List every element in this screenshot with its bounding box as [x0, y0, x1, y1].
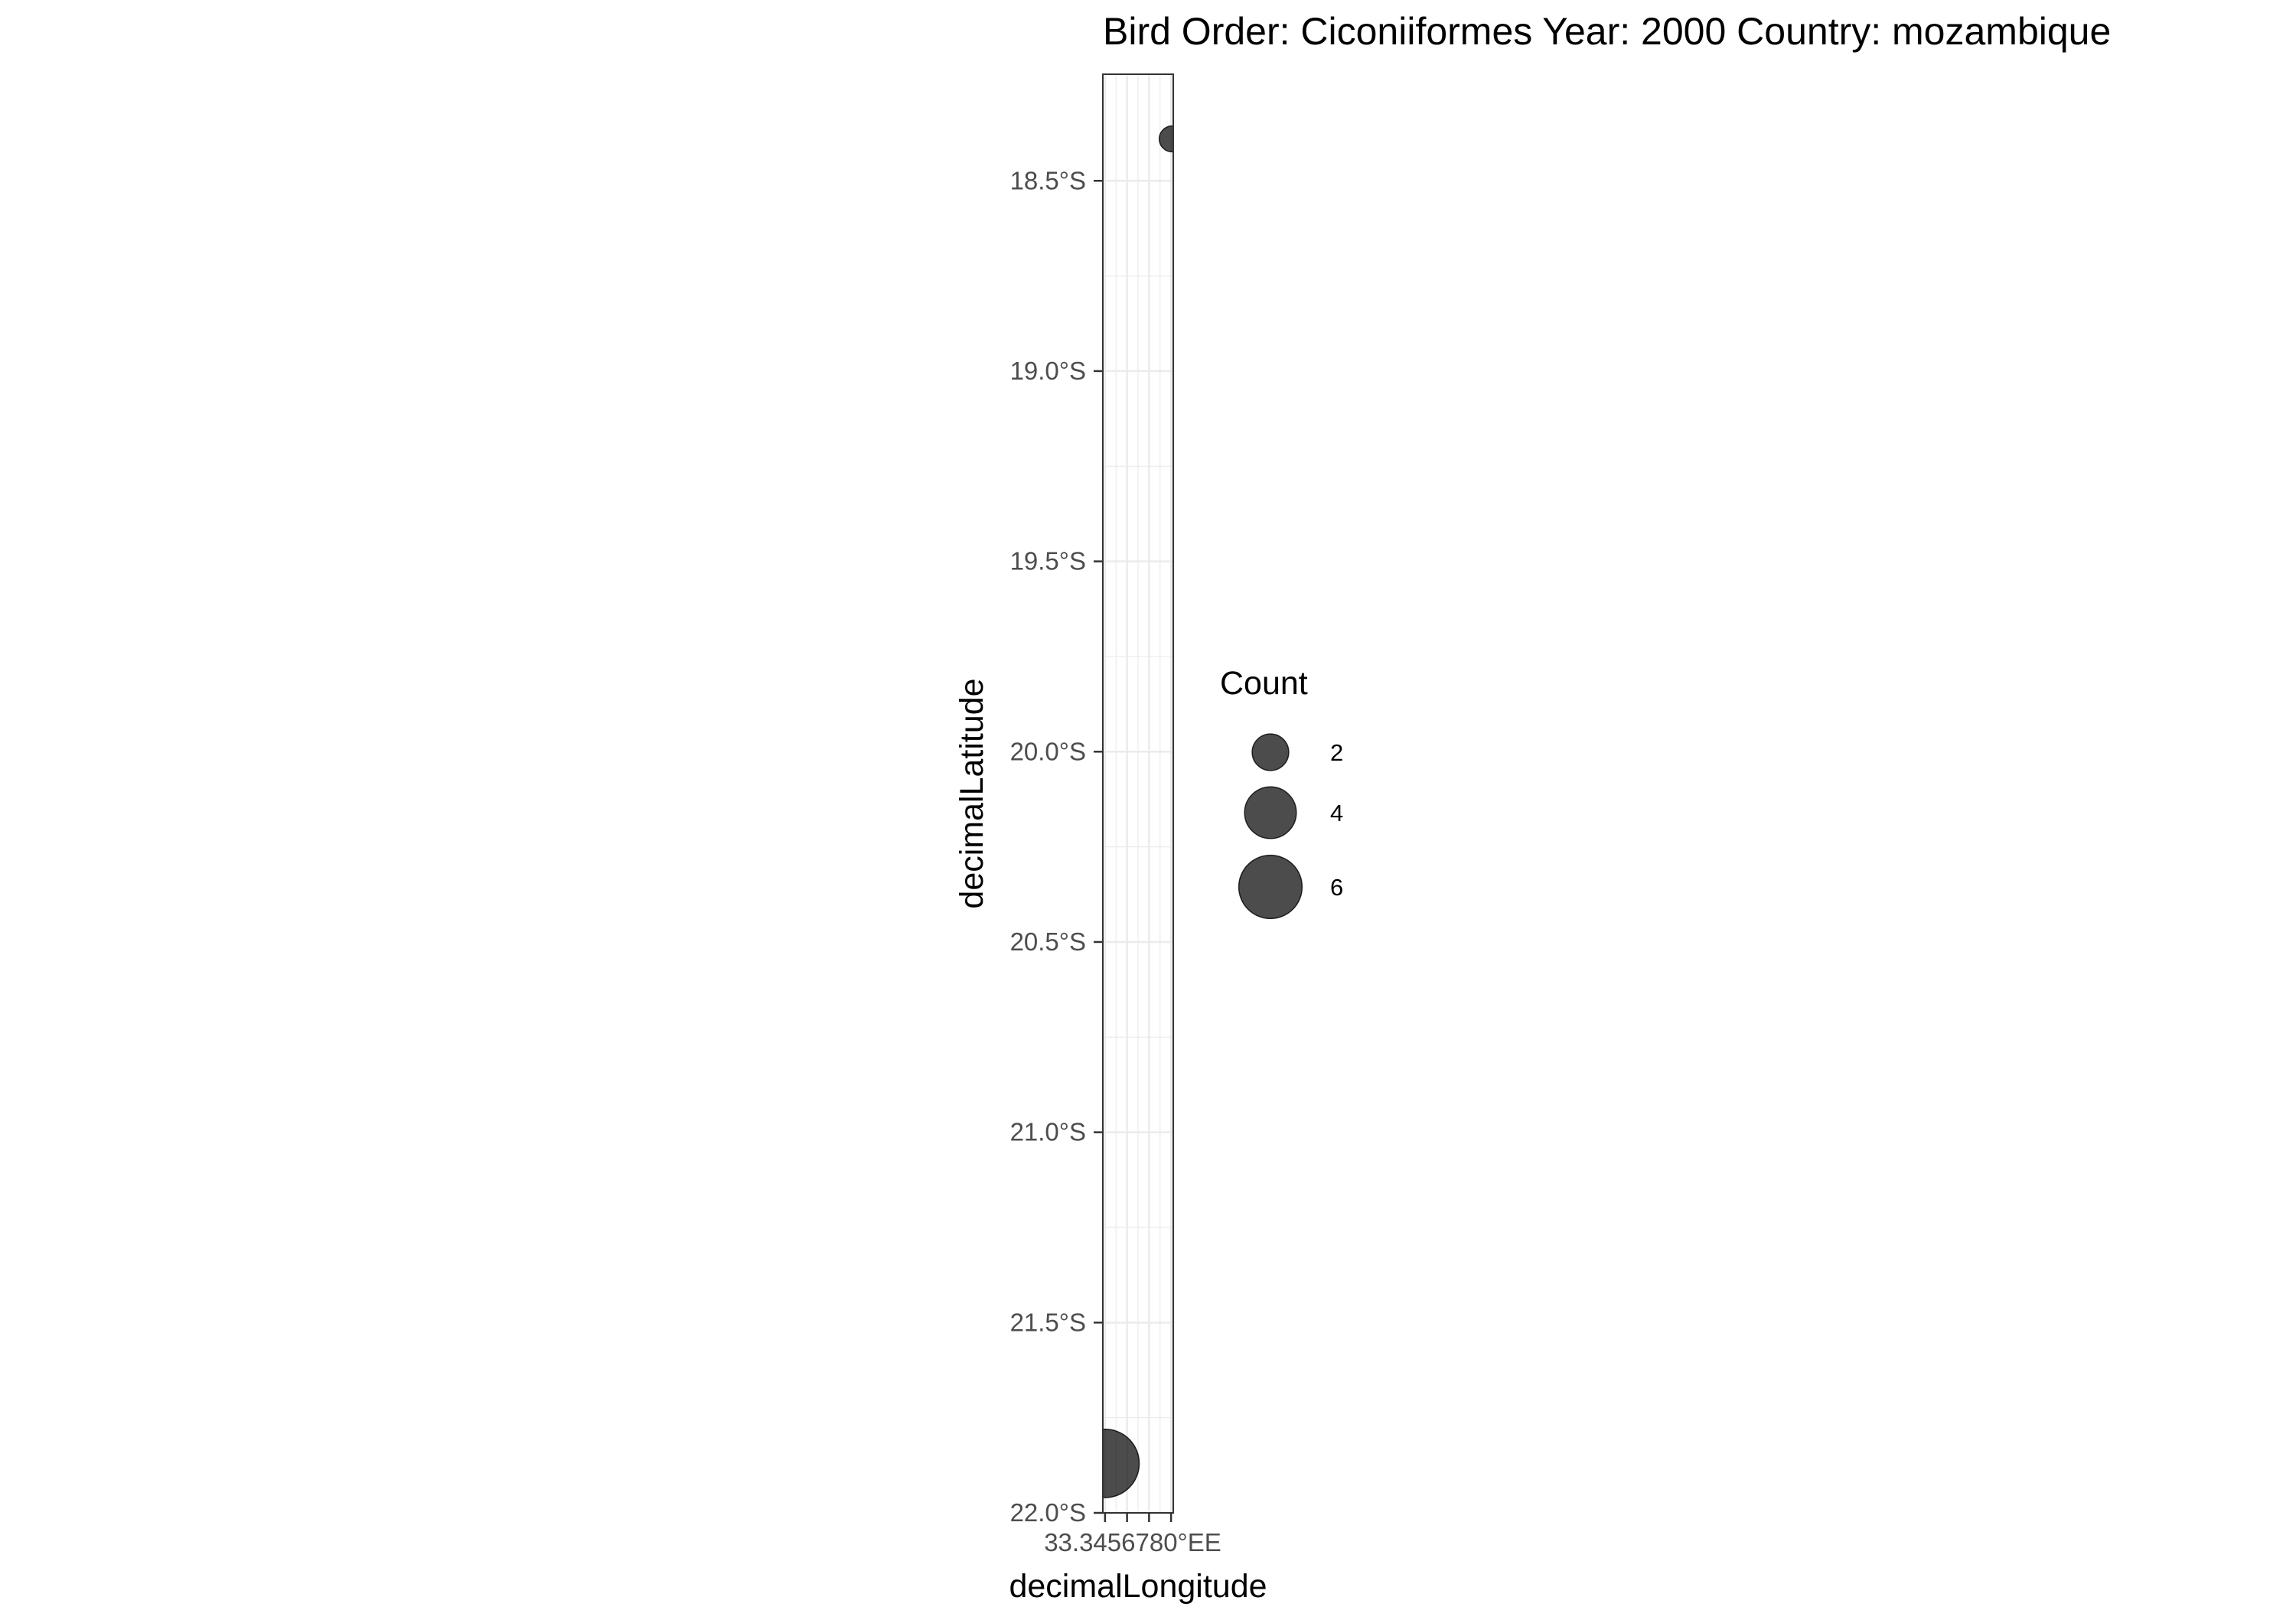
y-axis: 18.5°S 19.0°S 19.5°S 20.0°S 20.5°S 21.0°S 21.5…: [1010, 166, 1103, 1527]
legend-label: 6: [1330, 874, 1343, 901]
legend-key: [1238, 854, 1303, 920]
legend: Count 2 4 6: [1220, 665, 1343, 920]
y-tick-label: 19.5°S: [1010, 547, 1086, 575]
panel-border: [1102, 73, 1174, 1514]
legend-key: [1251, 733, 1290, 771]
data-point: [1103, 1428, 1140, 1498]
legend-title: Count: [1220, 665, 1308, 702]
x-axis: 33.3456780°EE: [1044, 1513, 1221, 1556]
legend-label: 2: [1330, 739, 1343, 766]
y-tick-label: 18.5°S: [1010, 166, 1086, 194]
x-axis-title: decimalLongitude: [1009, 1568, 1267, 1605]
y-tick-label: 21.0°S: [1010, 1118, 1086, 1146]
y-tick-label: 20.0°S: [1010, 737, 1086, 765]
chart-title: Bird Order: Ciconiiformes Year: 2000 Cou…: [1103, 10, 2111, 53]
y-axis-title: decimalLatitude: [954, 678, 990, 908]
grid-lines: [1103, 74, 1173, 1514]
legend-key: [1244, 786, 1297, 839]
y-tick-label: 19.0°S: [1010, 357, 1086, 385]
legend-label: 4: [1330, 800, 1343, 826]
data-point: [1158, 125, 1173, 153]
y-tick-label: 21.5°S: [1010, 1308, 1086, 1336]
y-tick-label: 20.5°S: [1010, 927, 1086, 956]
x-tick-label: 33.3456780°EE: [1044, 1528, 1221, 1556]
y-tick-label: 22.0°S: [1010, 1498, 1086, 1527]
data-points: [1103, 125, 1173, 1498]
